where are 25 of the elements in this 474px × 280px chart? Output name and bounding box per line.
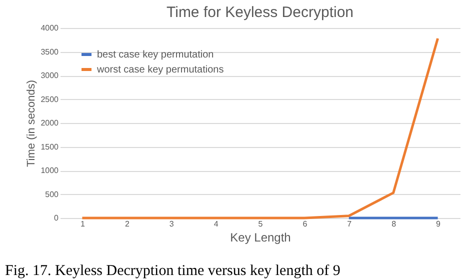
caption: Fig. 17. Keyless Decryption time versus key length of 9 <box>5 263 340 279</box>
y-tick-label: 2000 <box>40 118 60 128</box>
y-tick-label: 1000 <box>40 166 60 175</box>
x-tick-label: 7 <box>347 220 352 228</box>
y-tick-label: 3000 <box>40 71 60 80</box>
y-tick-label: 1500 <box>40 142 60 152</box>
x-tick-label: 5 <box>258 220 264 228</box>
x-axis-title: Key Length <box>230 230 291 244</box>
y-tick-label: 3500 <box>40 47 60 56</box>
x-tick-label: 4 <box>214 220 219 228</box>
y-tick-label: 2500 <box>40 94 60 104</box>
y-tick-label: 0 <box>54 214 60 222</box>
x-tick-label: 1 <box>80 220 86 228</box>
x-tick-label: 6 <box>302 220 308 228</box>
x-tick-label: 9 <box>436 220 442 228</box>
y-axis-title: Time (in seconds) <box>26 80 38 168</box>
x-tick-label: 8 <box>392 220 397 228</box>
y-tick-label: 4000 <box>40 24 60 32</box>
legend-label: best case key permutation <box>97 50 214 60</box>
x-tick-label: 3 <box>169 220 174 228</box>
chart-title: Time for Keyless Decryption <box>166 4 354 21</box>
x-tick-label: 2 <box>124 220 130 228</box>
legend-label: worst case key permutations <box>96 64 224 76</box>
line-series <box>80 37 440 220</box>
y-tick-label: 500 <box>45 190 60 199</box>
